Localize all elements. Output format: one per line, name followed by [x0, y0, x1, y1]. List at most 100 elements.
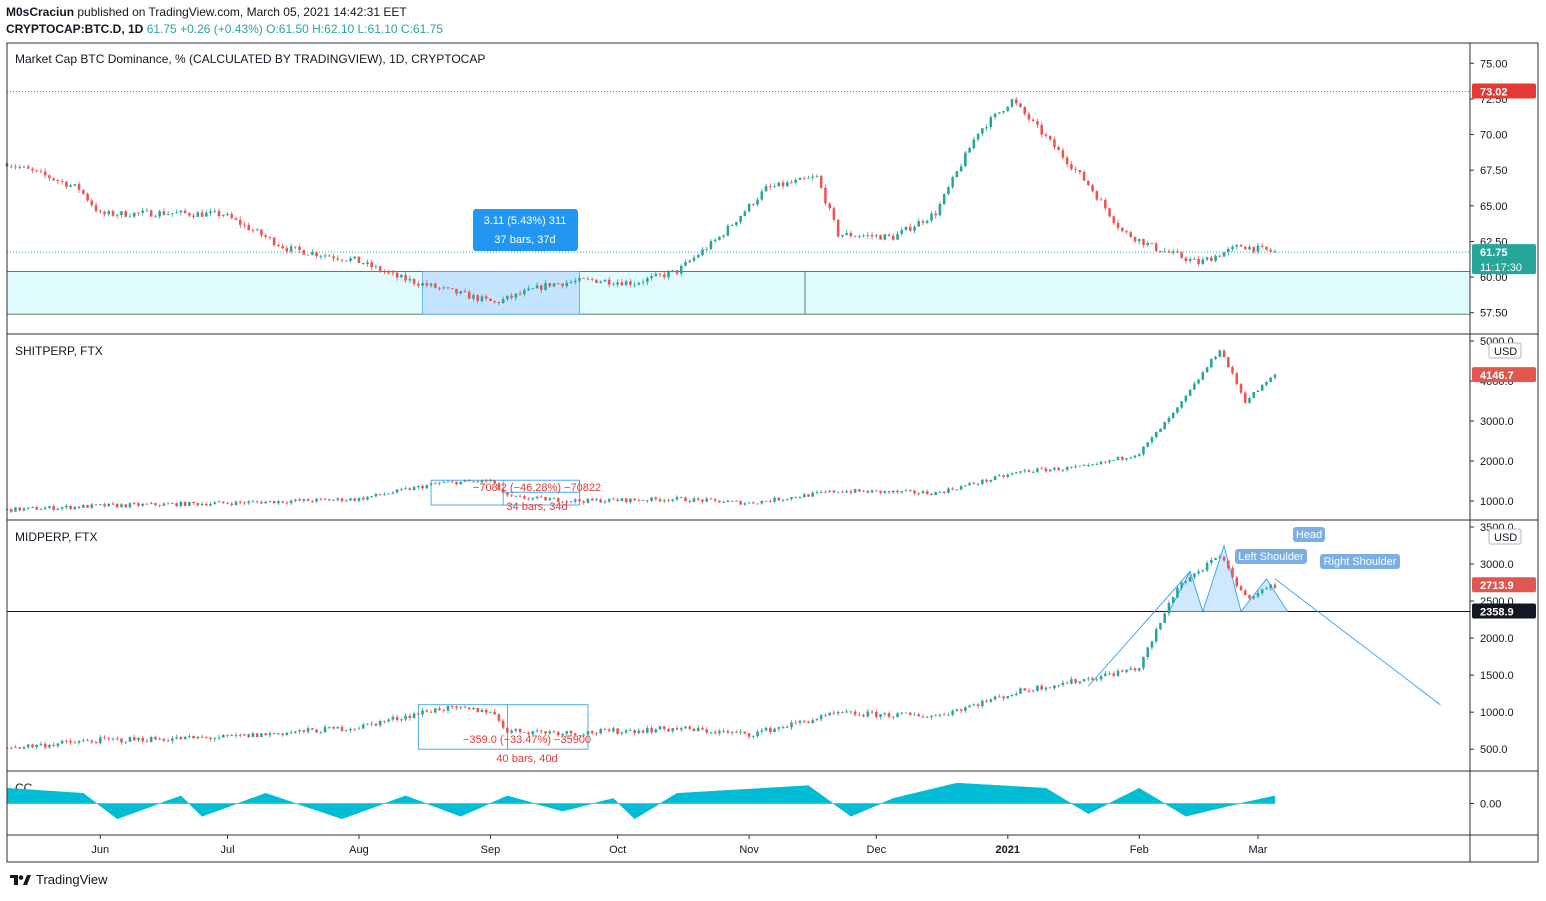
candle-body	[938, 203, 942, 216]
candle-body	[641, 282, 645, 284]
candle-body	[718, 730, 721, 734]
candle-body	[149, 737, 153, 743]
candle-body	[938, 491, 942, 493]
candle-body	[323, 727, 327, 733]
candle-body	[56, 743, 60, 746]
candle-body	[1104, 199, 1107, 209]
candle-body	[743, 731, 747, 734]
candle-body	[1129, 668, 1133, 670]
candle-body	[192, 501, 195, 504]
candle-body	[777, 497, 781, 501]
candle-body	[501, 299, 505, 304]
candle-body	[111, 211, 115, 216]
candle-body	[1248, 397, 1251, 403]
candle-body	[137, 212, 140, 214]
pane-title: SHITPERP, FTX	[15, 344, 103, 358]
candle-body	[378, 266, 382, 272]
candle-body	[128, 737, 132, 742]
candle-body	[1057, 147, 1060, 151]
chart-canvas[interactable]: Market Cap BTC Dominance, % (CALCULATED …	[0, 0, 1546, 870]
candle-body	[1057, 467, 1060, 471]
candle-body	[361, 497, 365, 500]
candle-body	[323, 498, 327, 500]
candle-body	[586, 278, 590, 280]
candle-body	[162, 503, 166, 506]
measure-box	[417, 704, 589, 750]
candle-body	[484, 296, 488, 299]
measure-label-line2: 37 bars, 37d	[494, 234, 555, 246]
symbol-name[interactable]: CRYPTOCAP:BTC.D, 1D	[6, 22, 144, 36]
candle-body	[1040, 124, 1043, 135]
support-zone	[6, 270, 1471, 315]
candle-body	[171, 738, 174, 741]
candle-body	[892, 716, 895, 718]
candle-body	[629, 498, 632, 503]
candle-body	[722, 730, 725, 732]
measure-label-line1: −708.2 (−46.28%) −70822	[473, 482, 601, 494]
x-tick-label: Sep	[481, 844, 501, 856]
candle-body	[599, 729, 602, 734]
candle-body	[421, 283, 424, 286]
candle-body	[484, 709, 488, 713]
candle-body	[1252, 246, 1256, 252]
author-name[interactable]: M0sCraciun	[6, 5, 75, 19]
candle-body	[472, 295, 475, 299]
candle-body	[328, 499, 331, 501]
candle-body	[400, 719, 403, 721]
candle-body	[26, 507, 30, 509]
candle-body	[268, 237, 272, 238]
candle-body	[217, 737, 221, 739]
candle-body	[599, 281, 602, 283]
candle-body	[972, 704, 976, 706]
candle-body	[455, 288, 458, 294]
candle-body	[1036, 685, 1039, 691]
candle-body	[705, 498, 708, 502]
candle-body	[616, 499, 619, 501]
candle-body	[277, 245, 280, 247]
candle-body	[145, 210, 149, 212]
candle-body	[281, 501, 284, 503]
candle-body	[612, 284, 615, 286]
candle-body	[557, 732, 560, 736]
candle-body	[747, 733, 751, 737]
candle-body	[540, 285, 543, 291]
candle-body	[115, 738, 119, 740]
candle-body	[73, 184, 77, 186]
y-tick-label: 3000.0	[1480, 559, 1514, 571]
candle-body	[1210, 559, 1213, 563]
candle-body	[807, 721, 810, 724]
candle-body	[819, 176, 823, 188]
candle-body	[344, 500, 348, 502]
publish-info: published on TradingView.com, March 05, …	[77, 5, 407, 19]
candle-body	[90, 504, 94, 508]
candle-body	[773, 728, 776, 733]
candle-body	[154, 503, 157, 506]
candle-body	[904, 490, 908, 492]
candle-body	[993, 113, 997, 118]
y-tick-label: 2000.0	[1480, 456, 1514, 468]
candle-body	[9, 166, 13, 168]
candle-body	[192, 735, 195, 739]
candle-body	[340, 259, 344, 261]
tradingview-logo-icon	[10, 874, 31, 885]
candle-body	[883, 234, 887, 240]
candle-body	[1121, 670, 1124, 672]
candle-body	[56, 508, 60, 510]
candle-body	[679, 497, 683, 498]
candle-body	[777, 182, 781, 187]
candle-body	[968, 148, 971, 153]
candle-body	[429, 483, 433, 486]
last-price-label-bg	[1472, 577, 1536, 593]
candle-body	[251, 733, 255, 738]
candle-body	[603, 501, 607, 503]
candle-body	[52, 506, 55, 510]
candle-body	[637, 282, 641, 285]
candle-body	[981, 479, 984, 484]
tradingview-footer[interactable]: TradingView	[8, 872, 108, 887]
candle-body	[1040, 468, 1043, 470]
candle-body	[103, 211, 106, 215]
candle-body	[815, 719, 819, 721]
candle-body	[590, 278, 594, 280]
x-tick-label: 2021	[996, 844, 1020, 856]
last-price-label-bg	[1472, 367, 1536, 383]
